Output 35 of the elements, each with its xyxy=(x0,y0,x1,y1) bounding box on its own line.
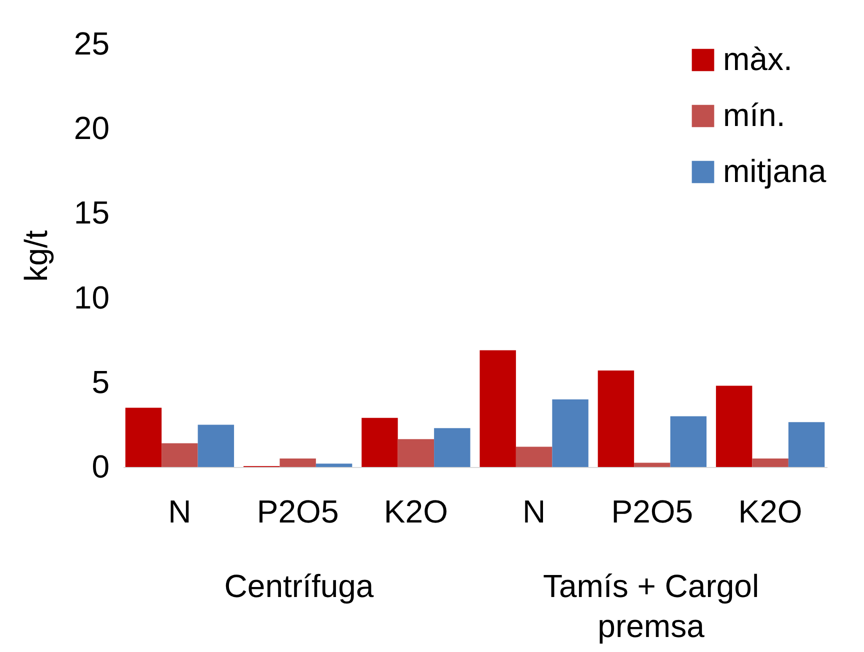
bar xyxy=(162,443,198,467)
bar xyxy=(752,458,788,467)
bar xyxy=(552,399,588,467)
y-tick-label: 15 xyxy=(74,194,110,231)
bar xyxy=(398,439,434,467)
x-tick-label: N xyxy=(168,494,192,530)
bar xyxy=(198,424,234,467)
bar xyxy=(670,416,707,467)
y-tick-label: 0 xyxy=(92,448,110,484)
bar xyxy=(480,350,516,467)
bar xyxy=(280,458,316,467)
x-tick-label: P2O5 xyxy=(611,494,694,530)
bar xyxy=(598,370,634,467)
bar xyxy=(788,422,825,467)
y-tick-label: 10 xyxy=(74,279,110,316)
text: Tamís + Cargol premsa xyxy=(542,568,760,644)
x-tick-label: P2O5 xyxy=(256,494,339,530)
bar xyxy=(434,428,470,467)
bar xyxy=(362,418,398,467)
y-axis-title: kg/t xyxy=(18,230,54,282)
y-tick-label: 20 xyxy=(74,110,110,146)
x-tick-label: K2O xyxy=(738,494,802,530)
bar xyxy=(516,446,552,467)
bar xyxy=(316,464,352,467)
text: Centrífuga xyxy=(224,568,374,604)
legend-label: mín. xyxy=(723,97,786,133)
x-tick-label: N xyxy=(522,494,546,530)
legend-label: màx. xyxy=(723,41,792,77)
bar xyxy=(634,462,670,467)
bar xyxy=(716,386,752,467)
bar xyxy=(125,408,162,467)
legend-label: mitjana xyxy=(723,153,826,189)
y-tick-label: 5 xyxy=(92,364,110,400)
x-tick-label: K2O xyxy=(384,494,448,530)
y-tick-label: 25 xyxy=(74,26,110,62)
